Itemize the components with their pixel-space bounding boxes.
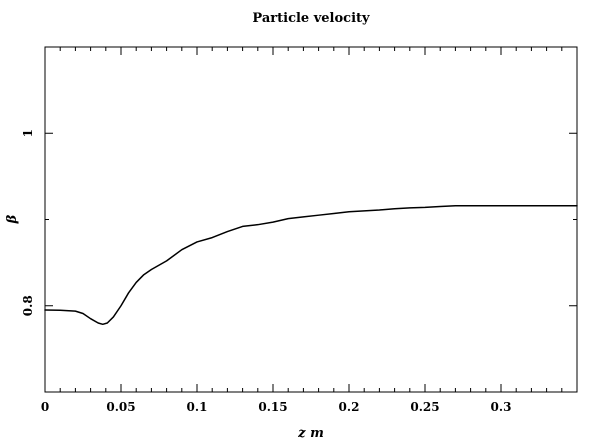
y-axis-label: β <box>5 214 20 224</box>
chart-title: Particle velocity <box>252 11 370 26</box>
y-tick-label: 1 <box>21 129 35 137</box>
y-ticks <box>45 46 577 393</box>
x-tick-label: 0.1 <box>187 400 208 414</box>
x-tick-labels: 0 0.05 0.1 0.15 0.2 0.25 0.3 <box>41 400 512 414</box>
x-ticks <box>44 47 578 392</box>
series-layer <box>44 204 578 326</box>
x-tick-label: 0.2 <box>339 400 360 414</box>
x-tick-label: 0.05 <box>106 400 135 414</box>
y-tick-labels: 0.81 <box>21 129 35 316</box>
x-tick-label: 0 <box>41 400 49 414</box>
x-tick-label: 0.15 <box>258 400 287 414</box>
velocity-series-line <box>44 204 578 326</box>
y-tick-label: 0.8 <box>21 295 35 316</box>
x-tick-label: 0.25 <box>410 400 439 414</box>
plot-frame <box>44 46 578 393</box>
x-tick-label: 0.3 <box>491 400 512 414</box>
x-axis-label: z m <box>297 426 324 441</box>
